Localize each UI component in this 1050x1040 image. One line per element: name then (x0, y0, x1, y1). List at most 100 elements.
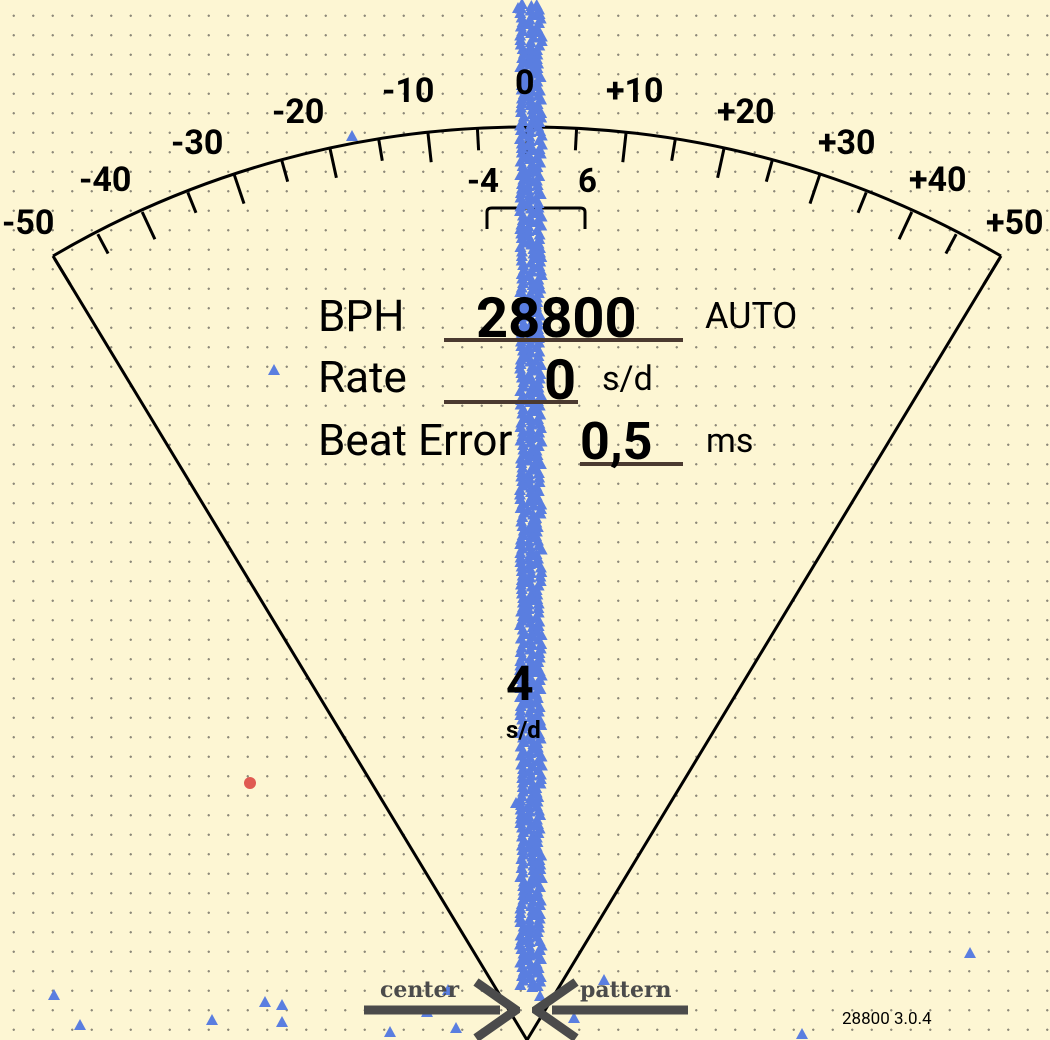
trace-point (523, 130, 536, 142)
trace-point (535, 566, 548, 577)
scale-tick (621, 132, 628, 163)
sector-left-edge (51, 255, 529, 1040)
trace-point (514, 673, 527, 684)
trace-point (515, 308, 528, 320)
trace-point (516, 344, 529, 356)
trace-point (531, 836, 544, 847)
scale-label-plus-40: +40 (909, 160, 967, 200)
scale-label-minus-30: -30 (171, 123, 224, 163)
trace-point (522, 931, 535, 943)
trace-point (515, 416, 528, 428)
pattern-label: pattern (580, 977, 672, 1003)
scale-label-minus-40: -40 (79, 160, 132, 200)
scale-label-plus-50: +50 (986, 203, 1044, 243)
scale-tick (232, 174, 246, 205)
trace-point (530, 584, 543, 595)
pattern-button[interactable]: pattern (532, 970, 692, 1040)
trace-point (516, 767, 529, 779)
scale-tick (328, 148, 338, 179)
trace-point (515, 578, 528, 590)
scale-tick (377, 138, 384, 162)
trace-point (516, 52, 529, 63)
trace-point (268, 364, 280, 375)
scale-label-plus-20: +20 (717, 92, 775, 132)
scale-label-minus-20: -20 (272, 92, 325, 132)
bph-value: 28800 (476, 285, 637, 351)
scale-tick (808, 174, 822, 205)
beat-error-label: Beat Error (318, 414, 513, 466)
center-button[interactable]: center (360, 970, 520, 1040)
trace-point (514, 223, 527, 234)
pattern-arrow-head-icon (532, 978, 579, 1040)
trace-point (530, 174, 543, 186)
rate-field[interactable]: 0 (444, 352, 578, 408)
beat-error-field[interactable]: 0,5 (580, 414, 683, 468)
trace-point (524, 40, 537, 52)
beat-trace-points (48, 0, 976, 1039)
trace-point (532, 791, 545, 802)
scale-label-minus-10: -10 (382, 71, 435, 111)
trace-point (524, 423, 537, 434)
trace-point (534, 368, 547, 379)
sector-right-edge (525, 255, 1003, 1040)
center-label: center (380, 977, 460, 1003)
trace-point (523, 913, 536, 925)
scale-label-plus-10: +10 (606, 71, 664, 111)
trace-point (531, 926, 544, 937)
trace-point (533, 345, 546, 357)
bph-field[interactable]: 28800 (444, 290, 683, 346)
trace-point (531, 98, 544, 109)
trace-point (568, 1012, 580, 1023)
trace-point (517, 731, 530, 743)
trace-point (523, 297, 536, 308)
scale-tick (670, 138, 677, 162)
trace-point (515, 565, 528, 576)
needle-rate-value: 4 (506, 655, 534, 712)
trace-point (514, 119, 527, 131)
trace-point (533, 854, 546, 865)
trace-point (276, 1016, 288, 1027)
scale-tick (140, 211, 157, 240)
scale-tick (716, 148, 726, 179)
trace-point (534, 971, 547, 982)
trace-point (517, 110, 530, 122)
trace-point (534, 990, 546, 1001)
version-label: 28800 3.0.4 (842, 1009, 932, 1029)
trace-point (516, 610, 529, 621)
needle-rate-unit: s/d (506, 716, 541, 744)
scale-tick (897, 211, 914, 240)
scale-tick (280, 160, 290, 183)
trace-point (515, 466, 528, 477)
scale-tick (186, 191, 198, 214)
tolerance-min-label: -4 (467, 162, 499, 201)
trace-point (531, 980, 544, 991)
trace-point (276, 999, 288, 1010)
trace-point (535, 719, 548, 730)
trace-point (522, 535, 535, 547)
trace-point (74, 1019, 86, 1030)
trace-point (515, 839, 528, 851)
rate-unit: s/d (602, 359, 653, 399)
trace-point (531, 795, 544, 807)
trace-point (524, 652, 537, 664)
trace-point (534, 264, 547, 276)
scale-tick (96, 233, 110, 255)
trace-point (524, 126, 537, 137)
rate-value: 0 (544, 347, 577, 413)
trace-point (532, 656, 545, 667)
trace-point (532, 273, 545, 285)
trace-point (535, 872, 548, 883)
trace-point (516, 272, 529, 284)
trace-point (517, 920, 530, 932)
trace-point (514, 533, 527, 545)
trace-point (515, 808, 528, 819)
trace-point (531, 885, 544, 897)
trace-point (514, 979, 527, 990)
scale-tick (475, 128, 481, 151)
scale-tick (764, 160, 774, 183)
trace-point (533, 233, 546, 244)
trace-point (515, 574, 528, 585)
trace-point (796, 1028, 808, 1039)
trace-point (517, 259, 530, 270)
